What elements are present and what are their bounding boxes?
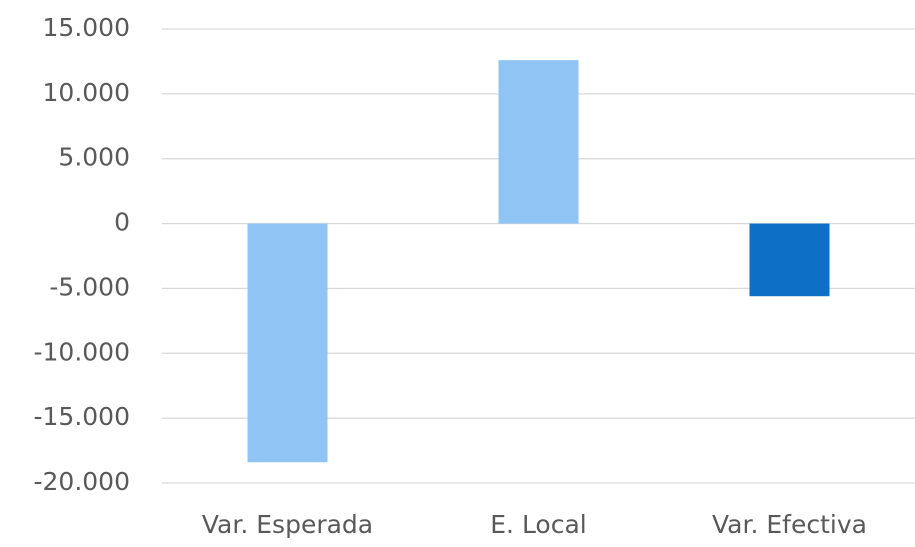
y-tick-label: -15.000: [34, 402, 131, 431]
x-tick-label: Var. Efectiva: [712, 510, 867, 539]
y-tick-label: 0: [114, 208, 130, 237]
y-tick-label: -5.000: [49, 272, 130, 301]
bar: [498, 60, 579, 224]
x-tick-label: Var. Esperada: [202, 510, 373, 539]
bar: [247, 223, 328, 463]
y-tick-label: 15.000: [43, 13, 130, 42]
x-tick-label: E. Local: [490, 510, 586, 539]
y-tick-label: 5.000: [58, 143, 130, 172]
y-tick-label: -20.000: [34, 467, 131, 496]
y-tick-label: 10.000: [43, 78, 130, 107]
y-tick-label: -10.000: [34, 337, 131, 366]
bar: [749, 223, 830, 297]
